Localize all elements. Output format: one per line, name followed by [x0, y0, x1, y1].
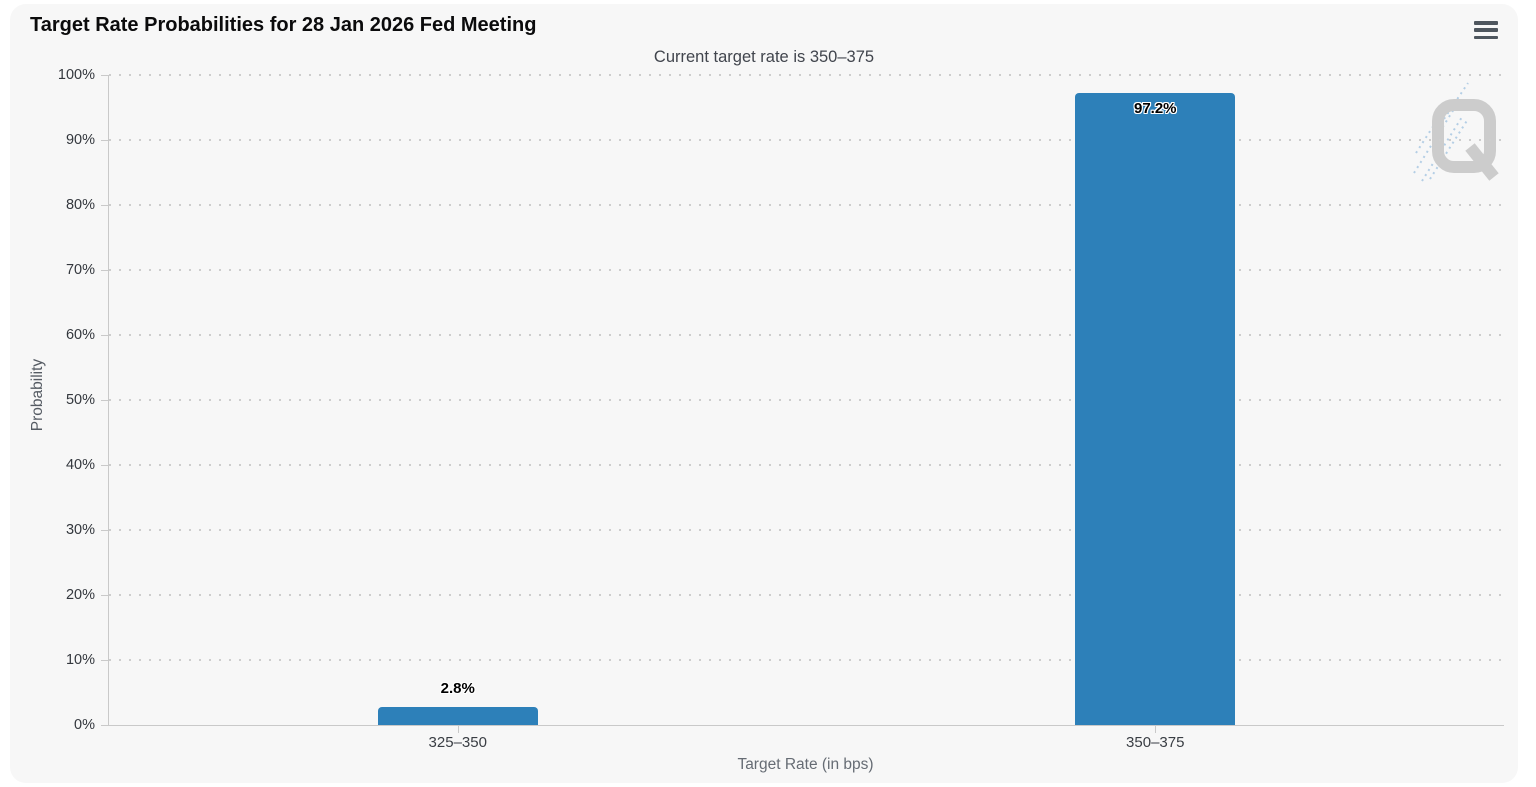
context-menu-button[interactable]	[1473, 19, 1499, 41]
quikstrike-watermark-icon	[1413, 82, 1499, 182]
chart-subtitle: Current target rate is 350–375	[653, 48, 875, 66]
y-tick-label: 50%	[65, 392, 95, 408]
y-tick-label: 60%	[65, 327, 95, 343]
x-axis-title: Target Rate (in bps)	[737, 756, 874, 773]
gridline	[109, 334, 1504, 336]
y-tick-label: 0%	[74, 717, 95, 733]
y-tick-mark	[101, 660, 109, 661]
x-axis-label: 325–350	[428, 734, 487, 751]
plot-area: 0% 10% 20% 30% 40% 50% 60% 70% 80% 90% 100% 2.8% 325…	[58, 67, 1504, 751]
chart-title: Target Rate Probabilities for 28 Jan 202…	[30, 14, 537, 36]
y-tick-mark	[101, 400, 109, 401]
y-tick-label: 40%	[65, 457, 95, 473]
y-tick-mark	[101, 75, 109, 76]
y-tick-mark	[101, 335, 109, 336]
y-tick-mark	[101, 270, 109, 271]
gridline	[109, 269, 1504, 271]
y-tick-label: 20%	[65, 587, 95, 603]
gridline	[109, 74, 1504, 76]
gridline	[109, 594, 1504, 596]
y-tick-label: 70%	[65, 262, 95, 278]
gridline	[109, 204, 1504, 206]
y-tick-label: 10%	[65, 652, 95, 668]
y-tick-mark	[101, 530, 109, 531]
x-tick-mark	[457, 725, 459, 733]
hamburger-line	[1474, 35, 1498, 39]
gridline	[109, 139, 1504, 141]
hamburger-line	[1474, 21, 1498, 25]
gridline	[109, 464, 1504, 466]
x-axis-label: 350–375	[1126, 734, 1185, 751]
hamburger-line	[1474, 28, 1498, 32]
bar-350-375[interactable]	[1075, 93, 1236, 725]
y-tick-mark	[101, 140, 109, 141]
gridline	[109, 529, 1504, 531]
bar-data-label: 2.8%	[440, 679, 475, 697]
y-tick-label: 80%	[65, 197, 95, 213]
gridline	[109, 399, 1504, 401]
chart-card: Target Rate Probabilities for 28 Jan 202…	[10, 4, 1518, 783]
y-tick-label: 90%	[65, 132, 95, 148]
y-tick-label: 100%	[57, 67, 95, 83]
gridline	[109, 659, 1504, 661]
x-tick-mark	[1155, 725, 1157, 733]
y-tick-mark	[101, 725, 109, 726]
bar-data-label: 97.2%	[1133, 100, 1177, 118]
y-tick-label: 30%	[65, 522, 95, 538]
y-axis-title: Probability	[29, 358, 46, 432]
y-tick-mark	[101, 595, 109, 596]
bar-325-350[interactable]	[377, 706, 538, 725]
y-tick-mark	[101, 465, 109, 466]
y-tick-mark	[101, 205, 109, 206]
